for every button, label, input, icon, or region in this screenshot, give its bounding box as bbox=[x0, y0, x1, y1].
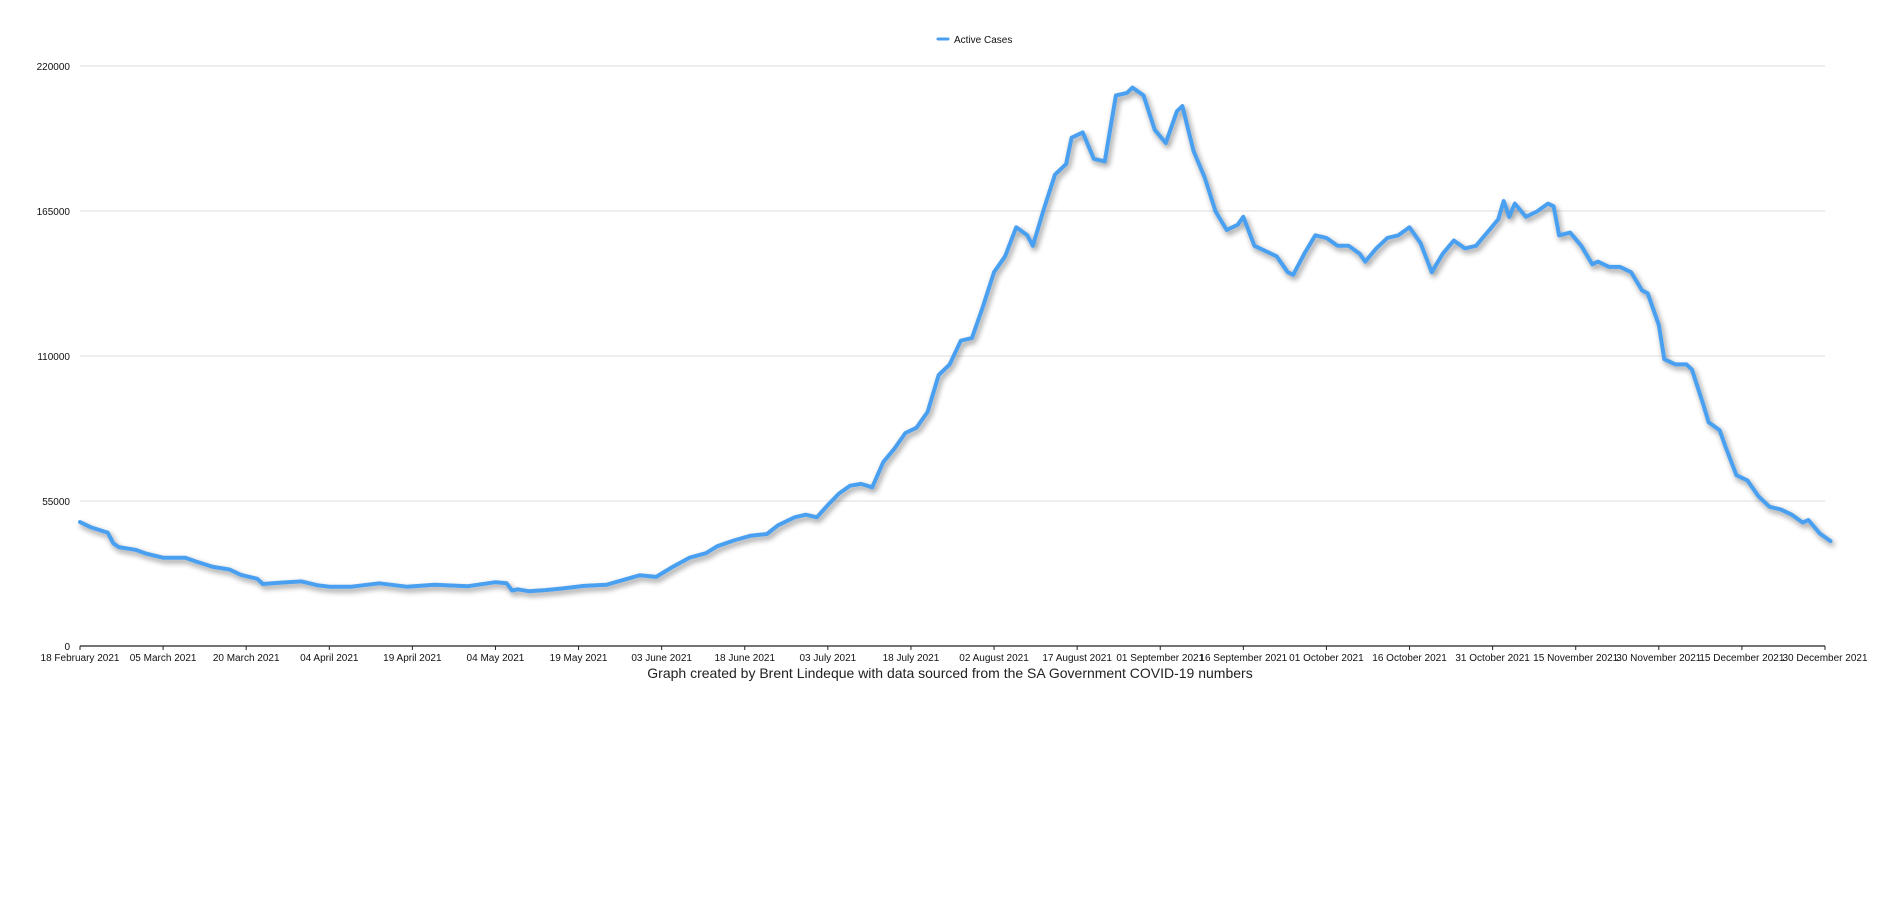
x-tick-label: 04 April 2021 bbox=[300, 653, 359, 664]
x-tick-label: 18 February 2021 bbox=[41, 653, 120, 664]
x-tick-label: 19 April 2021 bbox=[383, 653, 442, 664]
x-tick-label: 04 May 2021 bbox=[467, 653, 525, 664]
x-tick-label: 31 October 2021 bbox=[1455, 653, 1530, 664]
series-layer bbox=[78, 85, 1833, 594]
x-tick-label: 18 July 2021 bbox=[883, 653, 940, 664]
legend-label: Active Cases bbox=[954, 35, 1012, 46]
y-axis-ticks: 0 55000 110000 165000 220000 bbox=[37, 62, 71, 653]
y-tick-label: 220000 bbox=[37, 62, 71, 73]
x-tick-label: 19 May 2021 bbox=[550, 653, 608, 664]
x-tick-label: 30 December 2021 bbox=[1782, 653, 1867, 664]
x-tick-label: 16 September 2021 bbox=[1199, 653, 1287, 664]
y-tick-label: 55000 bbox=[42, 497, 70, 508]
x-tick-label: 05 March 2021 bbox=[130, 653, 197, 664]
x-tick-label: 17 August 2021 bbox=[1042, 653, 1112, 664]
x-tick-label: 30 November 2021 bbox=[1616, 653, 1701, 664]
x-tick-label: 20 March 2021 bbox=[213, 653, 280, 664]
x-tick-label: 03 July 2021 bbox=[799, 653, 856, 664]
x-tick-label: 15 November 2021 bbox=[1533, 653, 1618, 664]
x-tick-label: 02 August 2021 bbox=[959, 653, 1029, 664]
legend: Active Cases bbox=[936, 35, 1012, 46]
y-tick-label: 0 bbox=[64, 642, 70, 653]
x-axis-ticks: 18 February 2021 05 March 2021 20 March 20… bbox=[41, 646, 1868, 664]
x-tick-label: 01 October 2021 bbox=[1289, 653, 1364, 664]
x-tick-label: 03 June 2021 bbox=[631, 653, 692, 664]
y-tick-label: 110000 bbox=[37, 352, 70, 363]
x-tick-label: 15 December 2021 bbox=[1699, 653, 1784, 664]
x-tick-label: 01 September 2021 bbox=[1116, 653, 1204, 664]
series-line-active-cases bbox=[78, 85, 1833, 594]
x-tick-label: 16 October 2021 bbox=[1372, 653, 1447, 664]
y-tick-label: 165000 bbox=[37, 207, 71, 218]
chart-caption: Graph created by Brent Lindeque with dat… bbox=[647, 665, 1252, 681]
x-tick-label: 18 June 2021 bbox=[714, 653, 775, 664]
